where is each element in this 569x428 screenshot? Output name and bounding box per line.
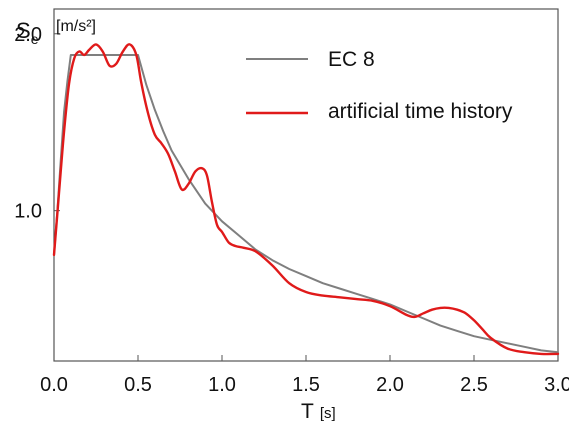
tick-marks [53, 33, 559, 361]
x-tick-label: 3.0 [544, 374, 569, 396]
y-axis-subscript: e [31, 31, 39, 47]
x-tick-label: 1.5 [292, 374, 320, 396]
y-axis-symbol: S [16, 18, 31, 43]
x-axis-unit: [s] [320, 405, 336, 422]
y-tick-label: 2.0 [14, 24, 42, 46]
y-axis-unit: [m/s²] [56, 18, 96, 35]
plot-frame [53, 8, 559, 362]
x-tick-label: 1.0 [208, 374, 236, 396]
y-axis-label: Se [16, 18, 39, 47]
x-tick-labels: 0.0 0.5 1.0 1.5 2.0 2.5 3.0 [40, 374, 569, 396]
series-lines [52, 43, 560, 356]
x-tick-label: 0.5 [124, 374, 152, 396]
x-tick-label: 2.5 [460, 374, 488, 396]
series-line-artificial-time-history [52, 43, 560, 356]
y-tick-label: 1.0 [14, 201, 42, 223]
x-axis-symbol: T [301, 400, 314, 423]
x-tick-label: 0.0 [40, 374, 68, 396]
y-tick-labels: 1.0 2.0 [14, 24, 42, 223]
x-tick-label: 2.0 [376, 374, 404, 396]
legend-label-artificial: artificial time history [328, 100, 513, 123]
x-axis-label: T [s] [301, 400, 336, 423]
legend-label-ec8: EC 8 [328, 48, 375, 71]
legend: EC 8 artificial time history [246, 48, 513, 123]
